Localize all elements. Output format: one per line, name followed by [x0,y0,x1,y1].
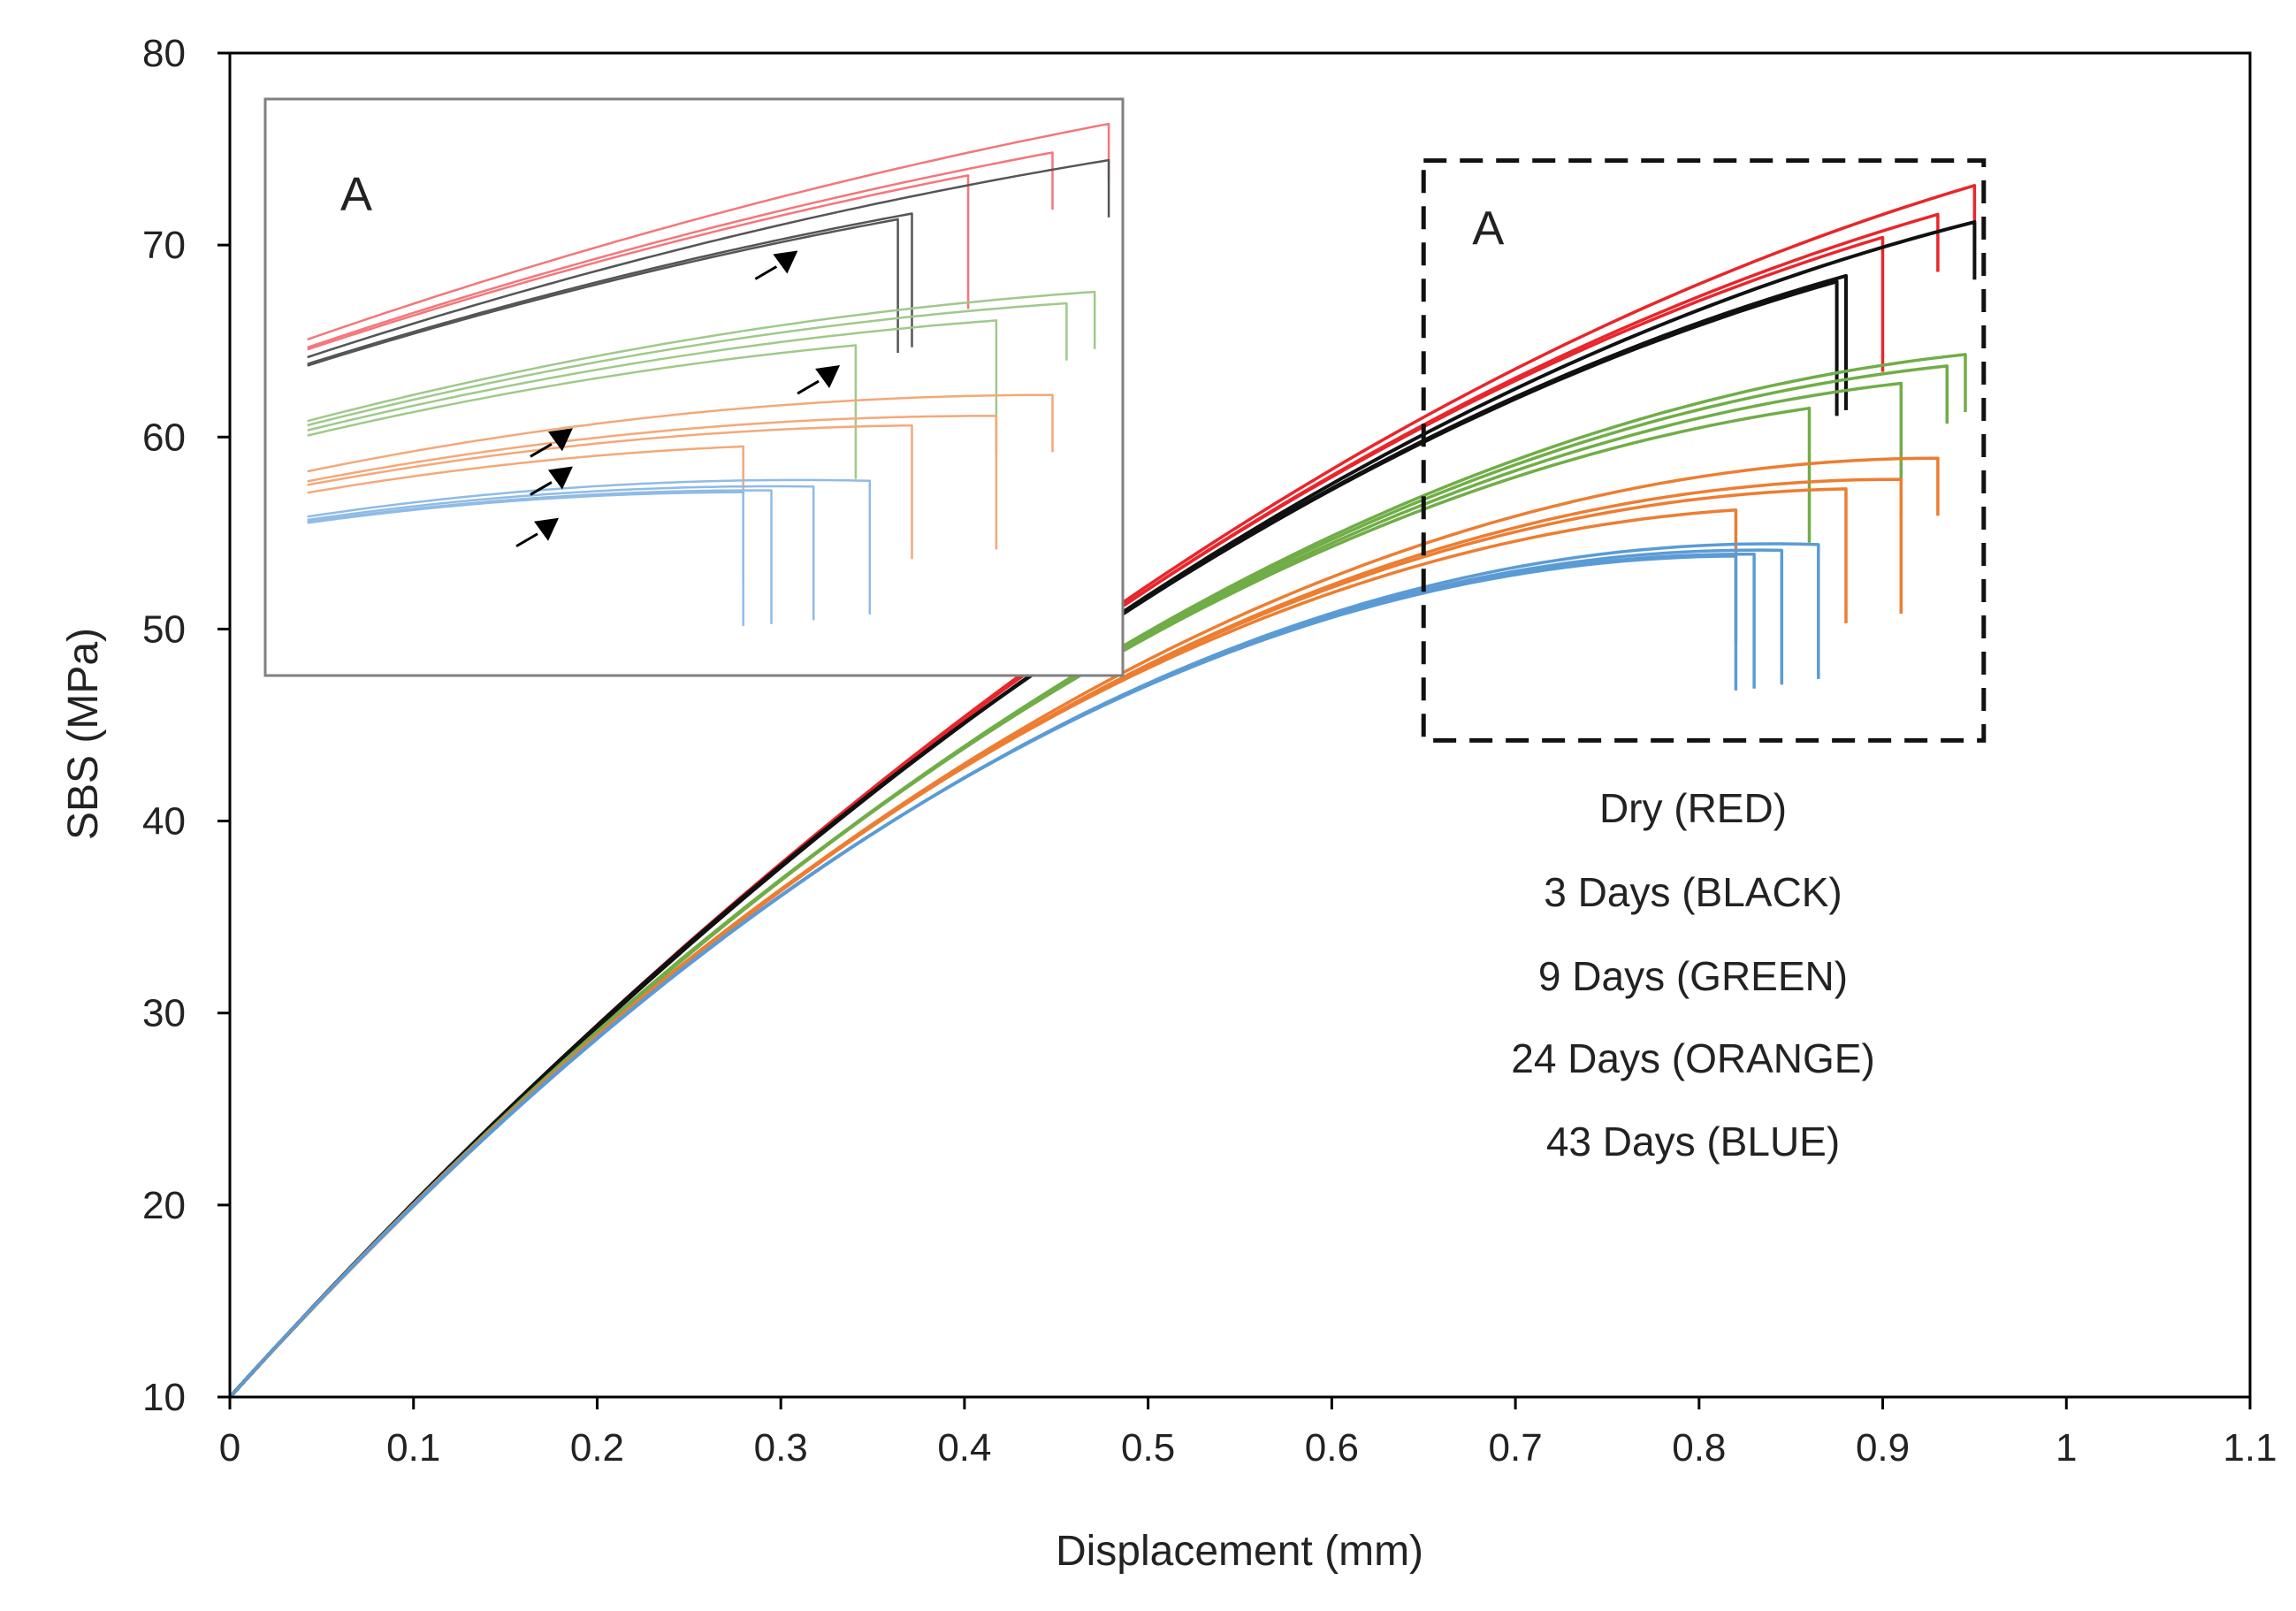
damage-arrow-icon [530,428,573,458]
x-tick-label: 0.1 [386,1426,440,1470]
y-tick-label: 80 [142,32,186,75]
series-4-specimen-3-curve [228,554,1738,1399]
x-tick-label: 0.5 [1121,1426,1175,1470]
x-axis-title: Displacement (mm) [1056,1528,1423,1575]
inset-series-3-specimen-0-curve [307,393,1054,473]
y-tick-label: 40 [142,800,186,844]
y-tick-label: 70 [142,224,186,267]
y-tick-label: 30 [142,992,186,1035]
x-tick-label: 0.6 [1305,1426,1359,1470]
legend-entry-9-days: 9 Days (GREEN) [1538,953,1848,999]
legend-entry-43-days: 43 Days (BLUE) [1546,1119,1840,1164]
x-tick-label: 1 [2056,1426,2077,1470]
legend-entry-3-days: 3 Days (BLACK) [1544,869,1842,915]
inset-series-4-specimen-3-curve [307,491,744,626]
inset-label: A [340,168,372,221]
x-tick-label: 0 [219,1426,240,1470]
x-tick-label: 0.8 [1672,1426,1726,1470]
axes [217,51,2252,1409]
zoom-box-frame [1421,158,1987,743]
inset-series-3-specimen-2-curve [307,424,913,560]
damage-arrow-icon [797,365,841,395]
inset-arrows [515,250,841,548]
inset-series-1-specimen-0-curve [307,158,1110,359]
inset-panel: A [263,97,1125,677]
damage-arrow-icon [754,250,798,280]
inset-series-0-specimen-2-curve [307,174,970,351]
inset-series-3-specimen-3-curve [307,445,744,581]
inset-series-0-specimen-0-curve [307,122,1110,341]
damage-arrow-icon [530,466,573,496]
inset-series-2-specimen-3-curve [307,344,858,479]
legend: Dry (RED) 3 Days (BLACK) 9 Days (GREEN) … [1511,785,1875,1164]
inset-series-1-specimen-2-curve [307,218,899,367]
x-tick-label: 0.4 [937,1426,991,1470]
inset-series-2-specimen-0-curve [307,290,1096,423]
inset-series-0-specimen-1-curve [307,151,1054,349]
plot-frame [228,51,2252,1399]
x-tick-label: 0.7 [1489,1426,1543,1470]
y-axis-title: SBS (MPa) [60,628,107,840]
inset-series-4-specimen-1-curve [307,485,815,621]
x-tick-label: 0.2 [570,1426,624,1470]
damage-arrow-icon [515,517,560,548]
x-tick-label: 0.9 [1856,1426,1910,1470]
zoom-box-label: A [1472,202,1504,256]
y-tick-label: 10 [142,1376,186,1419]
inset-series-2-specimen-1-curve [307,302,1068,427]
x-tick-label: 0.3 [754,1426,808,1470]
legend-entry-dry: Dry (RED) [1599,785,1787,831]
y-tick-labels: 10 20 30 40 50 60 70 80 [142,32,186,1419]
x-tick-label: 1.1 [2223,1426,2277,1470]
y-tick-label: 60 [142,416,186,459]
y-tick-label: 20 [142,1184,186,1227]
x-tick-labels: 0 0.1 0.2 0.3 0.4 0.5 0.6 0.7 0.8 0.9 1 1.1 [219,1426,2277,1470]
inset-frame [263,97,1125,677]
inset-series-1-specimen-1-curve [307,212,913,365]
inset-series-2-specimen-2-curve [307,319,998,454]
legend-entry-24-days: 24 Days (ORANGE) [1511,1035,1875,1081]
zoom-box-a: A [1421,158,1987,743]
y-tick-label: 50 [142,607,186,651]
inset-series-4-specimen-0-curve [307,478,872,615]
inset-curves [307,122,1110,626]
inset-series-3-specimen-1-curve [307,415,998,550]
